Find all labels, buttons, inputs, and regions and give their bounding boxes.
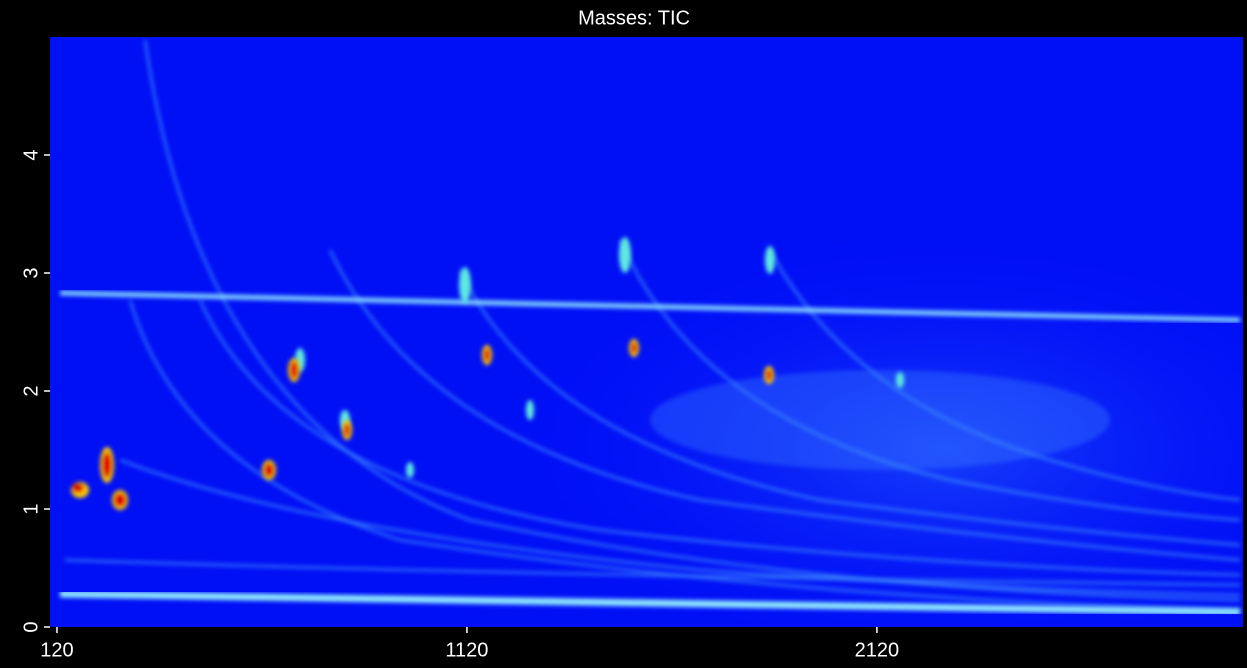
x-tick-label: 2120 [855, 639, 900, 661]
y-tick-label: 3 [20, 267, 42, 278]
decor-curves [64, 39, 1241, 612]
haze [50, 37, 1243, 627]
decor-peaks [71, 339, 774, 510]
x-tick-label: 120 [40, 639, 73, 661]
y-tick-label: 1 [20, 503, 42, 514]
y-tick-label: 4 [20, 149, 42, 160]
x-tick-label: 1120 [445, 639, 488, 661]
decor-band [59, 290, 1241, 323]
decor-spots [295, 237, 1110, 478]
decor-band [59, 590, 1241, 616]
y-tick-label: 2 [20, 385, 42, 396]
y-tick-label: 0 [20, 621, 42, 632]
chart-title: Masses: TIC [578, 7, 690, 29]
